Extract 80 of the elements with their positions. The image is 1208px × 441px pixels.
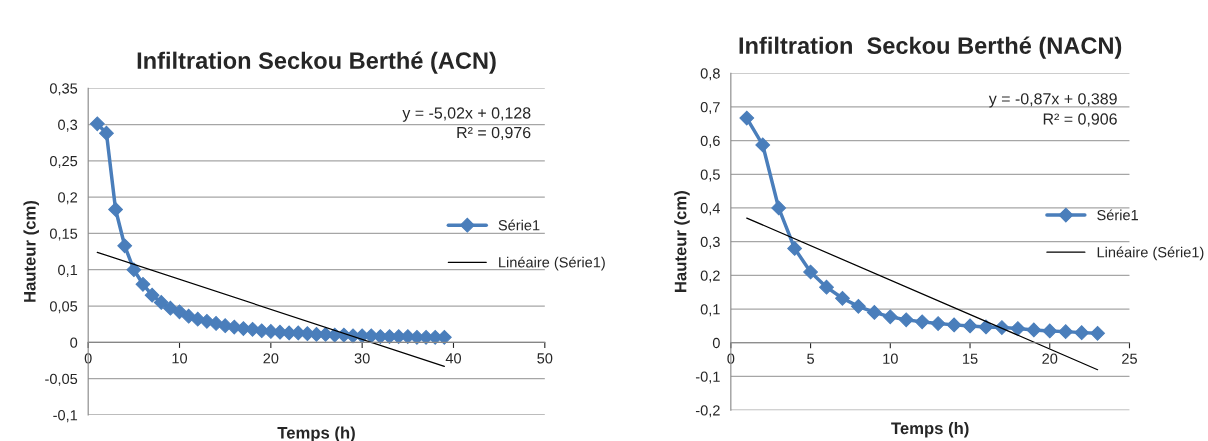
y-tick-label: 0,25 <box>49 155 78 168</box>
point <box>866 305 882 320</box>
point <box>819 279 834 295</box>
point <box>117 238 133 254</box>
chart-title: Infiltration Seckou Berthé (ACN) <box>137 51 496 74</box>
point <box>946 317 962 333</box>
y-tick-label: 0,8 <box>700 68 720 81</box>
annotation: R² = 0,976 <box>457 126 531 141</box>
x-tick-label: 20 <box>263 353 279 364</box>
y-tick-label: -0,2 <box>695 405 720 418</box>
legend-label: Série1 <box>1097 209 1138 221</box>
y-tick-label: 0,2 <box>700 270 720 283</box>
point <box>135 276 151 292</box>
y-tick-label: 0,4 <box>700 203 720 216</box>
legend-label: Linéaire (Série1) <box>1097 246 1204 261</box>
y-tick-label: 0,1 <box>58 264 78 277</box>
y-axis-title: Hauteur (cm) <box>23 201 39 302</box>
point <box>153 295 169 310</box>
y-tick-label: 0,6 <box>700 135 720 148</box>
point <box>787 241 803 256</box>
point <box>1042 323 1058 339</box>
x-tick-label: 0 <box>727 353 735 364</box>
x-tick-label: 10 <box>883 353 898 364</box>
point <box>162 300 178 316</box>
point <box>1010 321 1026 336</box>
x-axis-title: Temps (h) <box>277 426 355 441</box>
x-tick-label: 30 <box>354 353 370 364</box>
y-tick-label: 0,05 <box>49 301 78 314</box>
point <box>99 125 114 141</box>
legend-label: Série1 <box>498 219 540 231</box>
annotation: y = -0,87x + 0,389 <box>988 93 1117 108</box>
point <box>771 200 787 216</box>
point <box>755 137 771 153</box>
y-axis-title: Hauteur (cm) <box>674 191 690 292</box>
y-tick-label: 0,35 <box>49 83 78 96</box>
x-tick-label: 40 <box>445 353 462 364</box>
point <box>1058 324 1074 340</box>
point <box>803 264 818 280</box>
y-tick-label: 0 <box>70 337 78 348</box>
point <box>108 202 123 217</box>
point <box>962 318 978 334</box>
point <box>851 298 866 314</box>
point <box>126 262 142 278</box>
y-tick-label: -0,1 <box>695 371 720 384</box>
x-tick-label: 10 <box>172 353 188 364</box>
point <box>172 304 187 320</box>
y-tick-label: -0,05 <box>45 373 78 386</box>
x-tick-label: 15 <box>963 353 978 364</box>
x-tick-label: 20 <box>1042 353 1058 364</box>
point <box>898 312 914 328</box>
annotation: y = -5,02x + 0,128 <box>402 107 531 122</box>
point <box>930 316 946 331</box>
point <box>181 308 197 324</box>
y-tick-label: 0,15 <box>49 228 78 241</box>
y-tick-label: 0,3 <box>58 119 78 132</box>
point <box>89 116 105 132</box>
point <box>1090 325 1105 341</box>
annotation: R² = 0,906 <box>1043 113 1117 127</box>
x-tick-label: 0 <box>84 353 92 364</box>
y-tick-label: -0,1 <box>53 410 78 423</box>
point <box>144 287 160 303</box>
y-tick-label: 0,2 <box>58 192 78 205</box>
point <box>914 314 930 330</box>
point <box>1026 322 1042 338</box>
point <box>882 309 898 325</box>
x-axis-title: Temps (h) <box>891 421 969 438</box>
y-tick-label: 0,7 <box>700 102 720 115</box>
x-tick-label: 25 <box>1122 353 1137 364</box>
point <box>1074 325 1090 341</box>
y-tick-label: 0 <box>712 337 720 349</box>
y-tick-label: 0,5 <box>700 169 720 182</box>
point <box>978 319 994 335</box>
y-tick-label: 0,1 <box>700 304 720 317</box>
point <box>739 110 755 126</box>
point <box>835 290 850 306</box>
chart-title: Infiltration Seckou Berthé (NACN) <box>739 36 1122 59</box>
legend-label: Linéaire (Série1) <box>499 256 605 271</box>
x-tick-label: 50 <box>537 353 553 364</box>
x-tick-label: 5 <box>807 353 815 364</box>
y-tick-label: 0,3 <box>700 236 720 249</box>
